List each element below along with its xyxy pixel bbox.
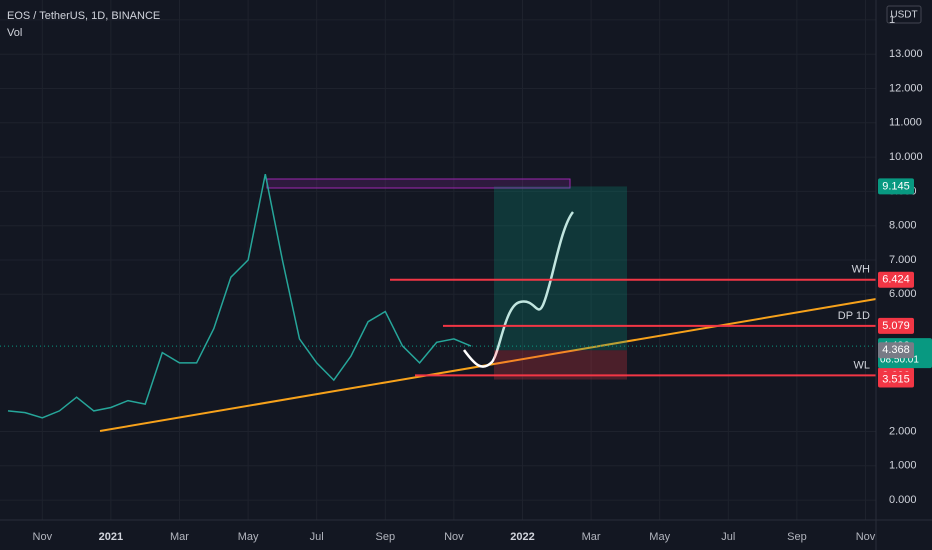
price-line xyxy=(7,174,472,419)
x-tick-label: May xyxy=(649,531,670,543)
y-tick-label: 13.000 xyxy=(889,48,923,60)
price-tag-label: 4.368 xyxy=(882,344,910,356)
grid xyxy=(0,0,876,520)
y-tick-label: 1 xyxy=(889,14,895,26)
x-tick-label: Nov xyxy=(444,531,464,543)
price-tag-label: 9.145 xyxy=(882,180,910,192)
currency[interactable]: USDT xyxy=(890,10,917,21)
price-axis xyxy=(876,0,932,520)
x-tick-label: Mar xyxy=(582,531,601,543)
x-tick-label: May xyxy=(238,531,259,543)
price-tag-label: 3.515 xyxy=(882,373,910,385)
profit-zone xyxy=(494,186,627,351)
x-tick-label: Mar xyxy=(170,531,189,543)
price-tag xyxy=(878,178,914,195)
price-tag-label: 5.079 xyxy=(882,320,910,332)
x-tick-label: Sep xyxy=(376,531,396,543)
level-name: WH xyxy=(852,264,870,276)
price-tag xyxy=(878,317,914,334)
y-tick-label: 11.000 xyxy=(889,117,922,129)
price-tag xyxy=(878,371,914,388)
y-tick-label: 0.000 xyxy=(889,494,917,506)
price-tag xyxy=(878,271,914,288)
y-tick-label: 12.000 xyxy=(889,82,923,94)
axis-layer: 113.00012.00011.00010.0009.0008.0007.000… xyxy=(33,14,932,543)
x-tick-label: Jul xyxy=(310,531,324,543)
currency-button[interactable] xyxy=(886,5,922,24)
level-name: WL xyxy=(854,359,871,371)
chart-title: EOS / TetherUS, 1D, BINANCE xyxy=(7,10,160,22)
y-tick-label: 10.000 xyxy=(889,151,923,163)
y-tick-label: 6.000 xyxy=(889,288,917,300)
price-tag-label: 6.424 xyxy=(882,274,910,286)
plot: WH DP 1D WL xyxy=(0,174,876,419)
level-name: DP 1D xyxy=(838,310,870,322)
y-tick-label: 7.000 xyxy=(889,254,917,266)
x-tick-label: Nov xyxy=(856,531,876,543)
x-tick-label: Jul xyxy=(721,531,735,543)
x-tick-label: Sep xyxy=(787,531,807,543)
y-tick-label: 1.000 xyxy=(889,460,917,472)
y-tick-label: 8.000 xyxy=(889,220,917,232)
countdown: 08:50:01 xyxy=(880,355,919,366)
x-tick-label: Nov xyxy=(33,531,53,543)
projection-curve xyxy=(462,211,575,368)
price-tag xyxy=(878,342,914,359)
y-tick-label: 2.000 xyxy=(889,425,917,437)
x-tick-label: 2022 xyxy=(510,531,534,543)
chart-subtitle: Vol xyxy=(7,27,22,39)
x-tick-label: 2021 xyxy=(99,531,123,543)
